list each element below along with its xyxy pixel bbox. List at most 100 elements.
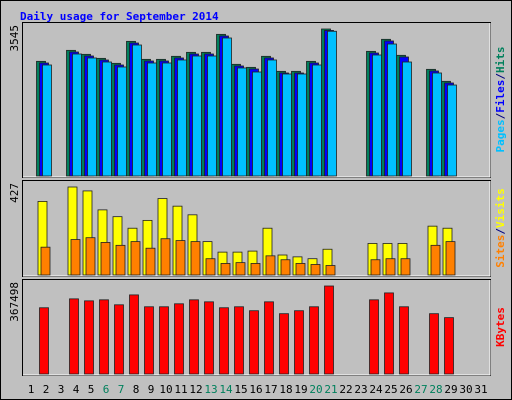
legend-separator: / bbox=[494, 112, 507, 119]
bar bbox=[205, 258, 216, 276]
bar bbox=[114, 304, 124, 375]
legend-entry: KBytes bbox=[494, 307, 507, 347]
bar bbox=[189, 299, 199, 375]
bar bbox=[447, 84, 457, 177]
x-tick-label: 19 bbox=[294, 383, 307, 396]
legend-separator: / bbox=[494, 228, 507, 235]
bar bbox=[162, 62, 172, 177]
x-tick-label: 18 bbox=[279, 383, 292, 396]
bar bbox=[399, 306, 409, 375]
bar bbox=[445, 241, 456, 276]
bar bbox=[267, 59, 277, 177]
x-tick-label: 2 bbox=[43, 383, 50, 396]
bar bbox=[369, 299, 379, 375]
legend-entry: Pages bbox=[494, 119, 507, 152]
x-tick-label: 21 bbox=[324, 383, 337, 396]
x-tick-label: 17 bbox=[264, 383, 277, 396]
panel-highlight bbox=[23, 181, 491, 277]
bar bbox=[295, 263, 306, 276]
bar bbox=[130, 241, 141, 276]
bar bbox=[234, 306, 244, 375]
x-tick-label: 28 bbox=[429, 383, 442, 396]
x-tick-label: 14 bbox=[219, 383, 233, 396]
bar bbox=[132, 44, 142, 177]
bar bbox=[430, 244, 441, 276]
bar bbox=[70, 239, 81, 276]
bar bbox=[370, 259, 381, 276]
bar bbox=[100, 242, 111, 276]
bar bbox=[250, 263, 261, 276]
bar bbox=[252, 71, 262, 177]
bar bbox=[312, 64, 322, 177]
x-tick-label: 1 bbox=[28, 383, 35, 396]
x-tick-label: 29 bbox=[444, 383, 457, 396]
x-tick-label: 7 bbox=[118, 383, 125, 396]
bar bbox=[40, 246, 51, 276]
bar bbox=[402, 61, 412, 177]
x-tick-label: 16 bbox=[249, 383, 262, 396]
bar bbox=[387, 43, 397, 177]
x-tick-label: 23 bbox=[354, 383, 367, 396]
bar bbox=[429, 313, 439, 375]
bar bbox=[219, 307, 229, 375]
bar bbox=[309, 306, 319, 375]
bar bbox=[432, 72, 442, 177]
bar bbox=[237, 67, 247, 177]
x-tick-label: 27 bbox=[414, 383, 427, 396]
y-tick-label: 3545 bbox=[8, 25, 21, 52]
bar bbox=[177, 59, 187, 177]
x-tick-label: 6 bbox=[103, 383, 110, 396]
legend-entry: Hits bbox=[494, 47, 507, 74]
bar bbox=[192, 55, 202, 177]
x-tick-label: 5 bbox=[88, 383, 95, 396]
bar bbox=[85, 237, 96, 276]
bar bbox=[297, 73, 307, 177]
bar bbox=[222, 37, 232, 177]
bar bbox=[282, 73, 292, 177]
bar bbox=[280, 259, 291, 276]
x-tick-label: 3 bbox=[58, 383, 65, 396]
bar bbox=[325, 265, 336, 276]
bar bbox=[175, 240, 186, 276]
panel-highlight bbox=[23, 23, 491, 178]
bar bbox=[145, 247, 156, 276]
x-tick-label: 31 bbox=[474, 383, 487, 396]
bar bbox=[102, 61, 112, 177]
bar bbox=[117, 66, 127, 177]
x-tick-label: 4 bbox=[73, 383, 80, 396]
bar bbox=[324, 285, 334, 375]
legend-entry: Files bbox=[494, 80, 507, 113]
x-tick-label: 30 bbox=[459, 383, 472, 396]
x-tick-label: 25 bbox=[384, 383, 397, 396]
bar bbox=[84, 300, 94, 375]
bar bbox=[39, 307, 49, 375]
bar bbox=[160, 238, 171, 276]
bar bbox=[264, 301, 274, 375]
bar bbox=[265, 255, 276, 276]
y-tick-label: 367498 bbox=[8, 282, 21, 322]
bar bbox=[327, 30, 337, 177]
legend-entry: Sites bbox=[494, 235, 507, 268]
bar bbox=[400, 258, 411, 276]
bar bbox=[235, 262, 246, 276]
x-tick-label: 11 bbox=[174, 383, 187, 396]
x-tick-label: 22 bbox=[339, 383, 352, 396]
bar bbox=[294, 310, 304, 375]
x-tick-label: 24 bbox=[369, 383, 383, 396]
bar bbox=[129, 294, 139, 375]
bar bbox=[444, 317, 454, 375]
bar bbox=[279, 313, 289, 375]
bar bbox=[204, 301, 214, 375]
legend: Pages/Files/Hits bbox=[494, 47, 507, 153]
y-tick-label: 427 bbox=[8, 183, 21, 203]
bar bbox=[384, 292, 394, 375]
legend: Sites/Visits bbox=[494, 188, 507, 268]
x-tick-label: 20 bbox=[309, 383, 322, 396]
chart-title: Daily usage for September 2014 bbox=[20, 10, 219, 23]
bar bbox=[385, 258, 396, 276]
legend-separator: / bbox=[494, 73, 507, 80]
x-tick-label: 8 bbox=[133, 383, 140, 396]
bar bbox=[190, 241, 201, 276]
